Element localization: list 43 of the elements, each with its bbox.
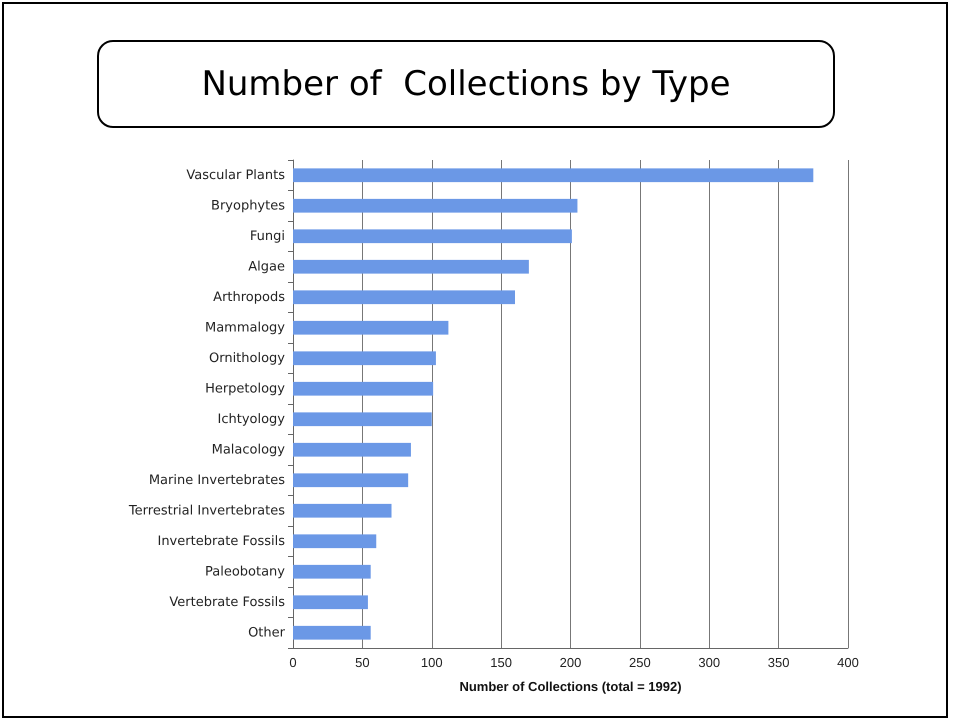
bar	[293, 382, 434, 396]
bar	[293, 595, 368, 610]
bar	[293, 626, 371, 640]
x-tick-label: 300	[698, 655, 720, 670]
bar	[293, 473, 408, 488]
y-tick-label: Fungi	[250, 228, 285, 244]
x-tick-label: 200	[560, 655, 582, 670]
bar	[293, 442, 411, 457]
y-tick-label: Invertebrate Fossils	[157, 534, 286, 549]
x-tick-label: 150	[490, 655, 512, 670]
x-tick-label: 250	[629, 655, 651, 670]
x-tick-label: 400	[837, 655, 859, 670]
bar	[293, 229, 572, 244]
y-tick-label: Other	[248, 625, 286, 640]
bar	[293, 351, 436, 366]
y-tick-label: Mammalogy	[205, 320, 286, 336]
x-tick-label: 50	[355, 655, 370, 670]
bar	[293, 412, 432, 426]
bar	[293, 198, 578, 213]
y-tick-label: Arthropods	[213, 290, 286, 305]
bar	[293, 290, 515, 304]
y-tick-label: Paleobotany	[205, 564, 286, 580]
y-tick-label: Herpetology	[205, 381, 286, 396]
y-tick-label: Bryophytes	[211, 198, 286, 214]
x-tick-label: 350	[768, 655, 790, 670]
y-tick-label: Algae	[248, 259, 285, 274]
y-tick-label: Malacology	[212, 442, 286, 458]
x-tick-label: 100	[420, 655, 443, 670]
y-tick-label: Ichtyology	[218, 412, 286, 427]
bar	[293, 320, 448, 335]
y-tick-label: Ornithology	[208, 350, 286, 366]
chart-title: Number of Collections by Type	[97, 40, 835, 128]
bar	[293, 168, 814, 182]
y-tick-label: Terrestrial Invertebrates	[128, 503, 286, 518]
y-tick-label: Vascular Plants	[186, 168, 286, 183]
x-axis-title: Number of Collections (total = 1992)	[459, 679, 682, 694]
y-tick-label: Vertebrate Fossils	[169, 594, 286, 610]
bar	[293, 504, 392, 518]
x-tick-label: 0	[289, 655, 297, 670]
y-tick-label: Marine Invertebrates	[148, 472, 286, 488]
bar	[293, 534, 376, 548]
bar	[293, 260, 529, 274]
bar	[293, 564, 371, 579]
